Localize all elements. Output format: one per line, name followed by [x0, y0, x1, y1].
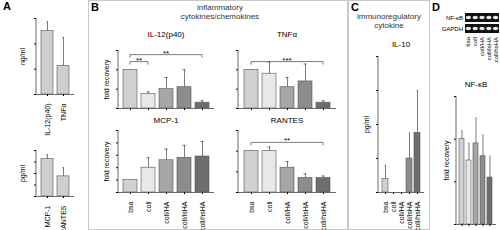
svg-text:**: **: [136, 56, 142, 65]
svg-text:bsa: bsa: [465, 36, 471, 46]
svg-text:**: **: [163, 49, 169, 58]
svg-text:coll/lsHA: coll/lsHA: [302, 201, 309, 229]
svg-text:coll/HA: coll/HA: [284, 201, 291, 224]
svg-text:pg/ml: pg/ml: [19, 165, 27, 183]
html-text:C: C: [351, 1, 359, 13]
svg-text:RANTES: RANTES: [60, 205, 67, 230]
html-text:IL-10: IL-10: [391, 40, 411, 49]
svg-text:coll/hsHA: coll/hsHA: [199, 201, 206, 230]
svg-text:coll: coll: [472, 37, 478, 46]
html-text:B: B: [91, 1, 99, 13]
svg-text:coll/HA: coll/HA: [163, 201, 170, 224]
svg-text:IL-12(p40): IL-12(p40): [44, 104, 52, 136]
svg-text:coll: coll: [266, 201, 273, 212]
svg-text:**: **: [284, 136, 290, 145]
html-text:cytokines/chemokines: cytokines/chemokines: [180, 12, 260, 21]
html-text:inflammatory: inflammatory: [197, 3, 243, 12]
svg-text:coll/HA: coll/HA: [479, 37, 485, 56]
svg-text:fold recovery: fold recovery: [443, 140, 451, 181]
svg-text:coll/lsHA: coll/lsHA: [406, 201, 413, 229]
svg-text:fold recovery: fold recovery: [103, 59, 111, 100]
svg-text:fold recovery: fold recovery: [103, 141, 111, 182]
svg-text:coll/hsHA: coll/hsHA: [414, 201, 421, 230]
svg-text:pg/ml: pg/ml: [363, 116, 371, 134]
svg-text:bsa: bsa: [248, 201, 255, 212]
svg-text:coll/lsHA: coll/lsHA: [486, 37, 492, 60]
svg-text:NF-κB: NF-κB: [446, 15, 463, 21]
html-text:IL-12(p40): IL-12(p40): [147, 30, 185, 39]
svg-text:TNFα: TNFα: [60, 104, 67, 122]
svg-text:ng/ml: ng/ml: [19, 48, 27, 66]
svg-text:coll/hsHA: coll/hsHA: [320, 201, 327, 230]
svg-text:GAPDH: GAPDH: [442, 26, 463, 32]
svg-text:coll/HA: coll/HA: [398, 201, 405, 224]
html-text:A: A: [3, 0, 11, 12]
html-text:D: D: [432, 1, 440, 13]
html-text:MCP-1: MCP-1: [153, 116, 179, 125]
svg-text:bsa: bsa: [382, 201, 389, 212]
html-text:cytokine: cytokine: [374, 21, 404, 30]
svg-text:***: ***: [282, 56, 291, 65]
svg-text:bsa: bsa: [127, 201, 134, 212]
html-text:RANTES: RANTES: [270, 116, 304, 125]
html-text:NF-κB: NF-κB: [464, 80, 488, 89]
svg-text:coll/lsHA: coll/lsHA: [181, 201, 188, 229]
svg-text:coll/hsHA: coll/hsHA: [493, 37, 499, 62]
svg-text:MCP-1: MCP-1: [44, 205, 51, 227]
svg-text:coll: coll: [390, 201, 397, 212]
html-text:immunoregulatory: immunoregulatory: [357, 12, 421, 21]
html-text:TNFα: TNFα: [276, 30, 298, 39]
svg-text:coll: coll: [145, 201, 152, 212]
